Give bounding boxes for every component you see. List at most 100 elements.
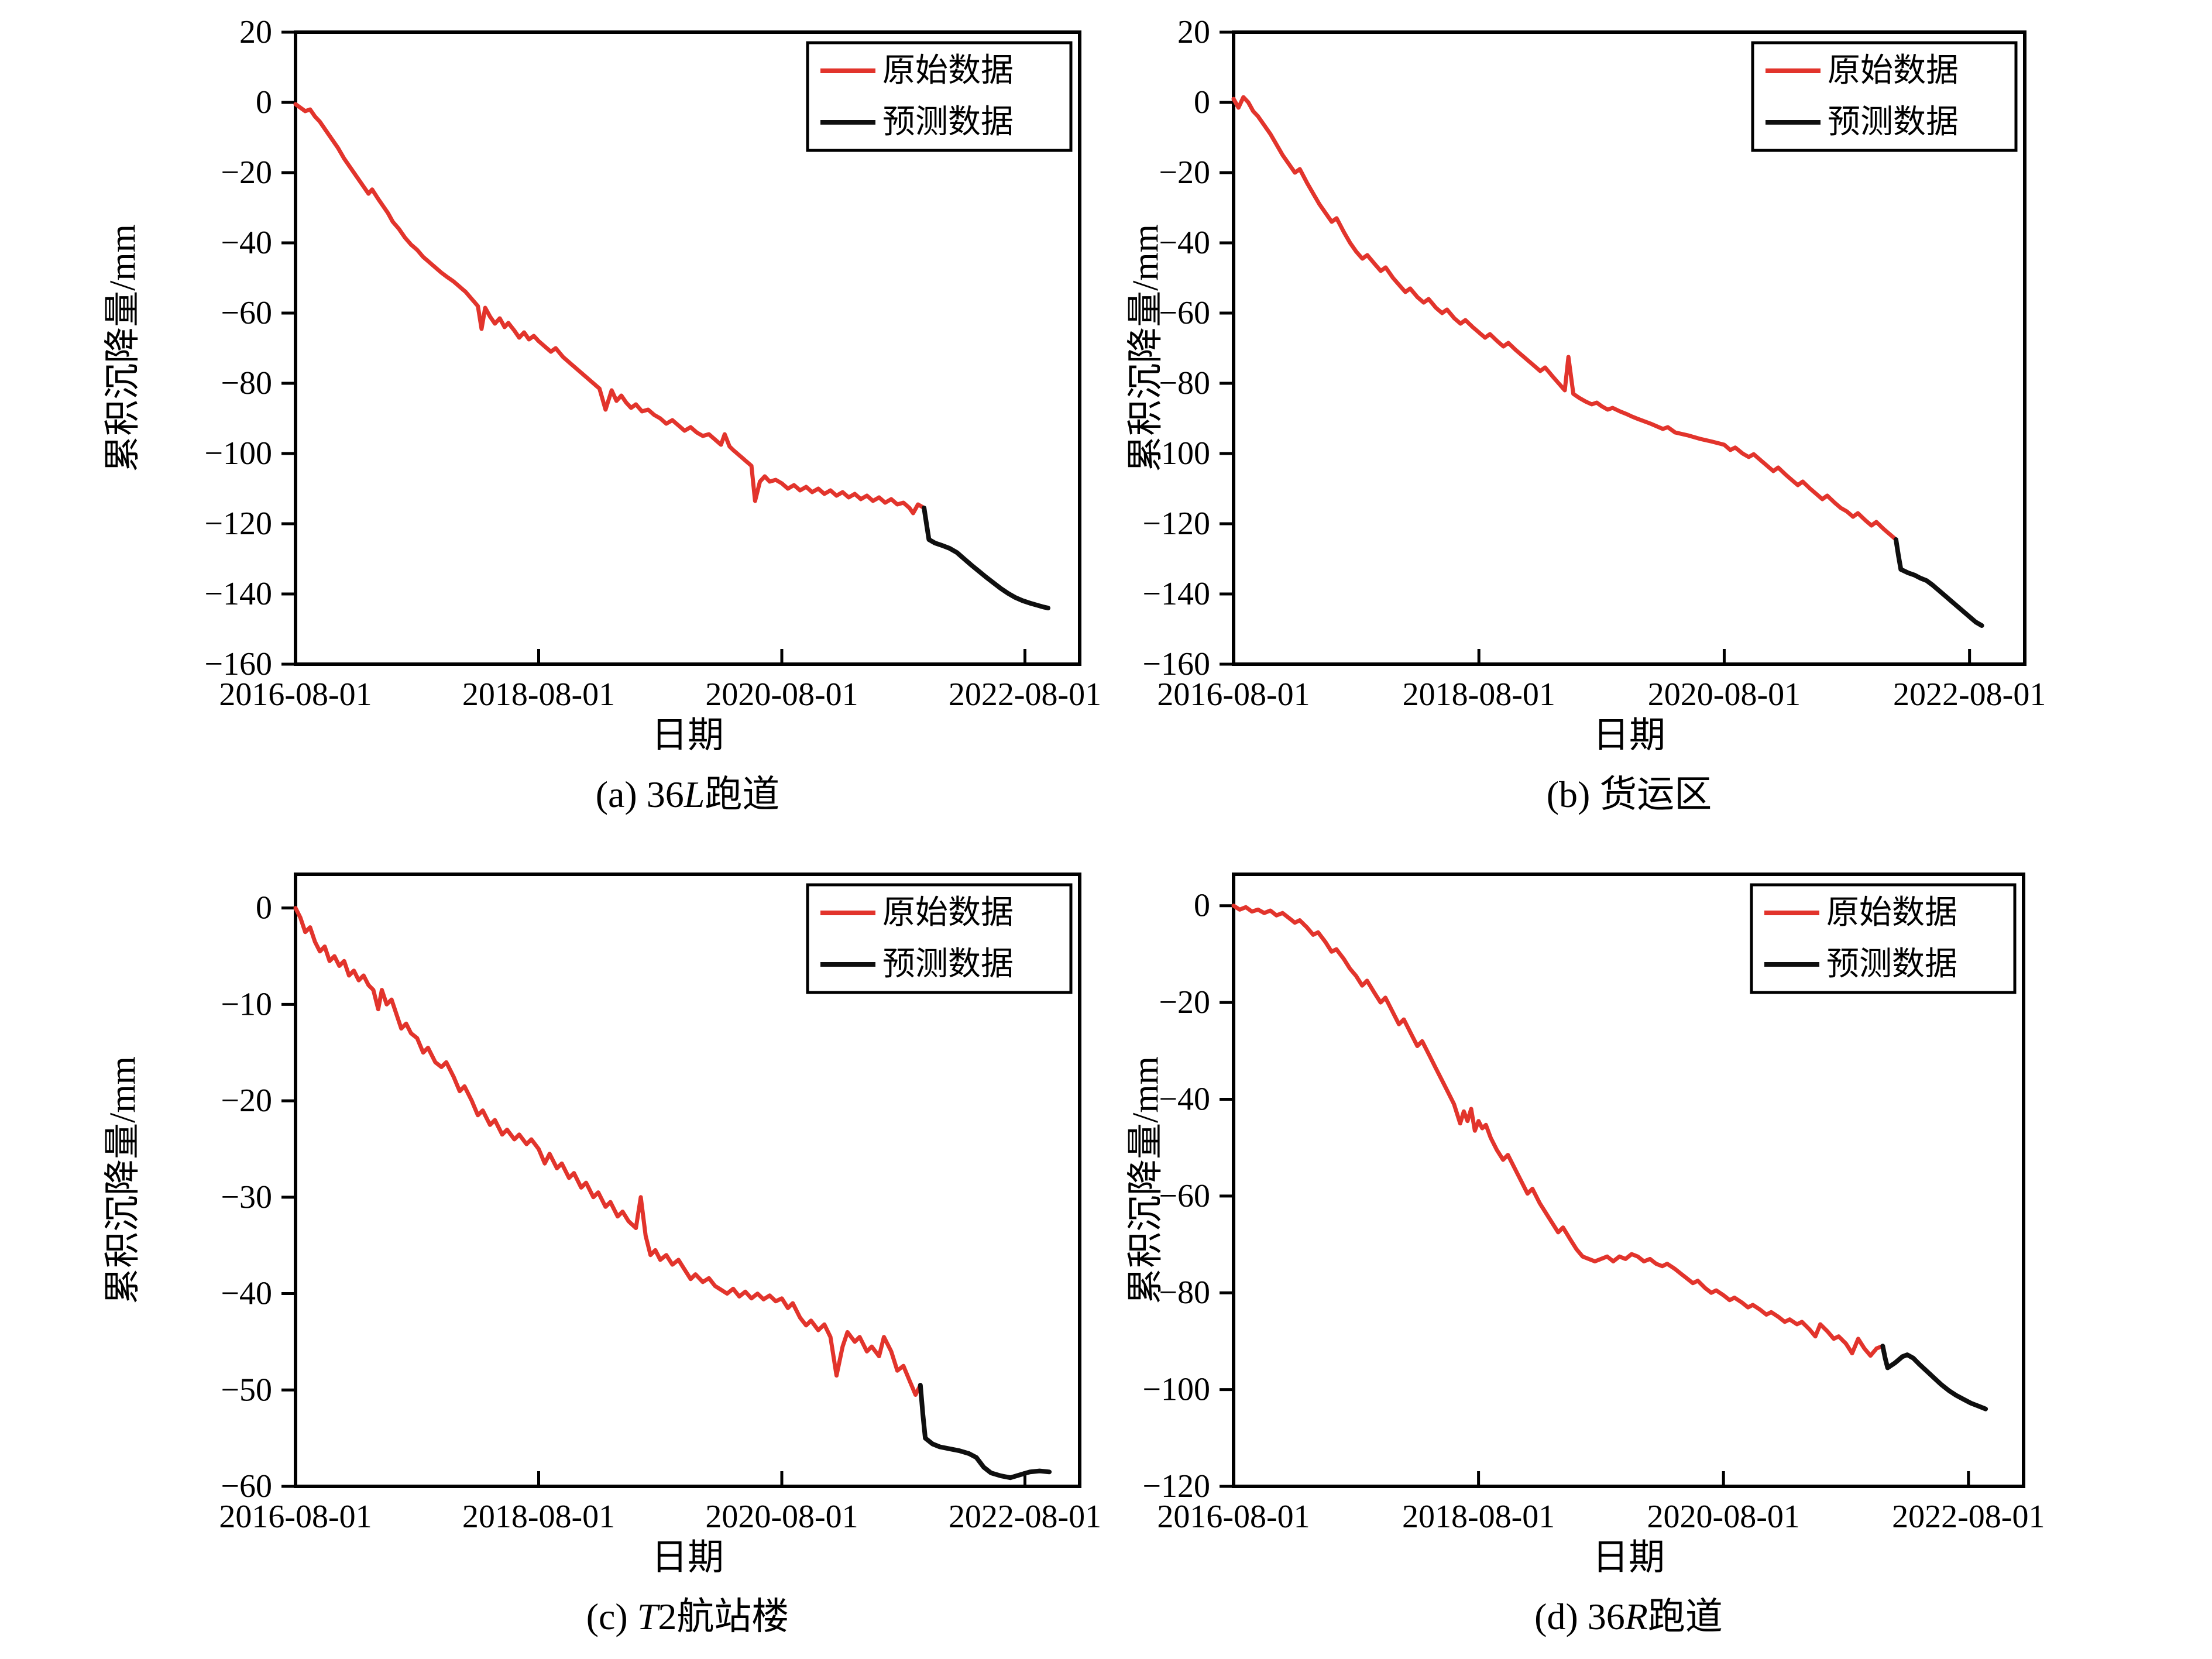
original-data-line xyxy=(1231,95,1898,542)
y-axis-tick-label: 0 xyxy=(256,890,272,926)
y-axis-tick-label: −40 xyxy=(1159,1081,1210,1117)
y-axis-label: 累积沉降量/mm xyxy=(103,224,143,472)
y-axis-tick-label: −80 xyxy=(1159,365,1210,401)
legend-label: 预测数据 xyxy=(1828,104,1959,140)
x-axis-tick-label: 2016-08-01 xyxy=(1157,676,1310,713)
y-axis-tick-label: −20 xyxy=(1159,154,1210,191)
x-axis-label: 日期 xyxy=(651,1538,724,1578)
y-axis-tick-label: −120 xyxy=(1142,506,1210,542)
caption-italic-part: R xyxy=(1624,1596,1648,1637)
subplot-36l-runway: 20 0 −20 −40 −60 −80 −100 −120 −140 −160 2016-08-0… xyxy=(0,0,1106,830)
y-axis-label: 累积沉降量/mm xyxy=(1126,1056,1166,1304)
y-axis-tick-label: 20 xyxy=(1177,14,1210,50)
y-axis-tick-label: −20 xyxy=(1159,984,1210,1021)
x-axis-tick-label: 2020-08-01 xyxy=(705,676,858,713)
y-axis-tick-label: −60 xyxy=(1159,295,1210,331)
y-axis-tick-label: −160 xyxy=(1142,646,1210,682)
x-axis-tick-label: 2020-08-01 xyxy=(1648,676,1801,713)
legend-label: 预测数据 xyxy=(882,104,1014,140)
subplot-cargo-area: 20 0 −20 −40 −60 −80 −100 −120 −140 −160 2016-08-0… xyxy=(1106,0,2212,830)
chart-cargo-area: 20 0 −20 −40 −60 −80 −100 −120 −140 −1602016-08-0… xyxy=(1126,14,2046,815)
caption-text-part: (d) 36 xyxy=(1534,1596,1625,1637)
y-axis-tick-label: −140 xyxy=(1142,576,1210,612)
legend-label: 预测数据 xyxy=(882,946,1014,983)
legend-box xyxy=(806,41,1073,152)
subplot-caption: (d) 36R跑道 xyxy=(1534,1596,1723,1637)
y-axis-tick-label: 0 xyxy=(1194,888,1210,924)
legend-label: 预测数据 xyxy=(1826,946,1957,983)
legend-label: 原始数据 xyxy=(1826,895,1957,931)
x-axis-tick-label: 2020-08-01 xyxy=(1647,1499,1800,1535)
x-axis-tick-label: 2016-08-01 xyxy=(219,676,372,713)
plot-frame xyxy=(1232,30,2026,666)
caption-text-part: (b) 货运区 xyxy=(1547,774,1712,815)
x-axis-tick-label: 2018-08-01 xyxy=(462,1499,615,1535)
subplot-caption: (a) 36L跑道 xyxy=(596,774,780,815)
y-axis-tick-label: −80 xyxy=(1159,1275,1210,1311)
plot-frame xyxy=(294,873,1081,1488)
y-axis-tick-label: −60 xyxy=(1159,1178,1210,1214)
caption-text-part: 2航站楼 xyxy=(658,1596,789,1637)
caption-text-part: 跑道 xyxy=(1648,1596,1723,1637)
y-axis-tick-label: 0 xyxy=(256,84,272,121)
subplot-t2-terminal: 0 −10 −20 −30 −40 −50 −60 2016-08-01 2018-08-01 2… xyxy=(0,829,1106,1659)
caption-italic-part: L xyxy=(683,774,705,815)
caption-text-part: (a) 36 xyxy=(596,774,684,815)
y-axis-tick-label: −50 xyxy=(221,1372,272,1408)
x-axis-tick-label: 2022-08-01 xyxy=(949,676,1101,713)
plot-frame xyxy=(1232,873,2025,1488)
x-axis-label: 日期 xyxy=(651,716,724,755)
y-axis-tick-label: 20 xyxy=(239,14,272,50)
y-axis-tick-label: −80 xyxy=(221,365,272,401)
caption-text-part: 跑道 xyxy=(705,774,779,815)
x-axis-tick-label: 2022-08-01 xyxy=(1892,1499,2045,1535)
y-axis-tick-label: −100 xyxy=(204,435,272,472)
y-axis-tick-label: −10 xyxy=(221,986,272,1022)
y-axis-tick-label: −160 xyxy=(204,646,272,682)
original-data-line xyxy=(293,102,926,516)
legend-box xyxy=(806,883,1073,994)
y-axis-tick-label: −100 xyxy=(1142,1372,1210,1408)
subplot-36r-runway: 0 −20 −40 −60 −80 −100 −120 2016-08-01 2018-08-0… xyxy=(1106,829,2212,1659)
y-axis-tick-label: −120 xyxy=(1142,1468,1210,1505)
x-axis-tick-label: 2016-08-01 xyxy=(219,1499,372,1535)
x-axis-tick-label: 2022-08-01 xyxy=(1893,676,2046,713)
y-axis-tick-label: −20 xyxy=(221,154,272,191)
subplot-caption: (c) T2航站楼 xyxy=(586,1596,789,1637)
y-axis-label: 累积沉降量/mm xyxy=(103,1056,143,1304)
y-axis-tick-label: −60 xyxy=(221,295,272,331)
y-axis-tick-label: −60 xyxy=(221,1468,272,1505)
x-axis-tick-label: 2018-08-01 xyxy=(462,676,615,713)
y-axis-tick-label: −30 xyxy=(221,1179,272,1215)
x-axis-tick-label: 2020-08-01 xyxy=(705,1499,858,1535)
x-axis-label: 日期 xyxy=(1593,716,1665,755)
legend-box xyxy=(1750,883,2017,994)
original-data-line xyxy=(1231,904,1885,1358)
y-axis-tick-label: −40 xyxy=(221,1276,272,1312)
x-axis-tick-label: 2018-08-01 xyxy=(1403,676,1555,713)
x-axis-tick-label: 2018-08-01 xyxy=(1402,1499,1555,1535)
legend-label: 原始数据 xyxy=(882,53,1014,89)
original-data-line xyxy=(293,906,923,1397)
y-axis-tick-label: −40 xyxy=(221,225,272,261)
legend-label: 原始数据 xyxy=(882,895,1014,931)
predicted-data-line xyxy=(922,506,1050,610)
y-axis-tick-label: −40 xyxy=(1159,225,1210,261)
predicted-data-line xyxy=(1893,537,1984,628)
y-axis-tick-label: 0 xyxy=(1194,84,1210,121)
plot-frame xyxy=(294,30,1081,666)
subplot-caption: (b) 货运区 xyxy=(1547,774,1712,815)
legend-box xyxy=(1751,41,2018,152)
caption-italic-part: T xyxy=(637,1596,661,1637)
y-axis-tick-label: −100 xyxy=(1142,435,1210,472)
predicted-data-line xyxy=(1880,1344,1988,1411)
predicted-data-line xyxy=(918,1383,1052,1481)
x-axis-tick-label: 2022-08-01 xyxy=(949,1499,1101,1535)
caption-text-part: (c) xyxy=(586,1596,637,1637)
y-axis-tick-label: −20 xyxy=(221,1083,272,1119)
legend-label: 原始数据 xyxy=(1828,53,1959,89)
y-axis-label: 累积沉降量/mm xyxy=(1126,224,1166,472)
